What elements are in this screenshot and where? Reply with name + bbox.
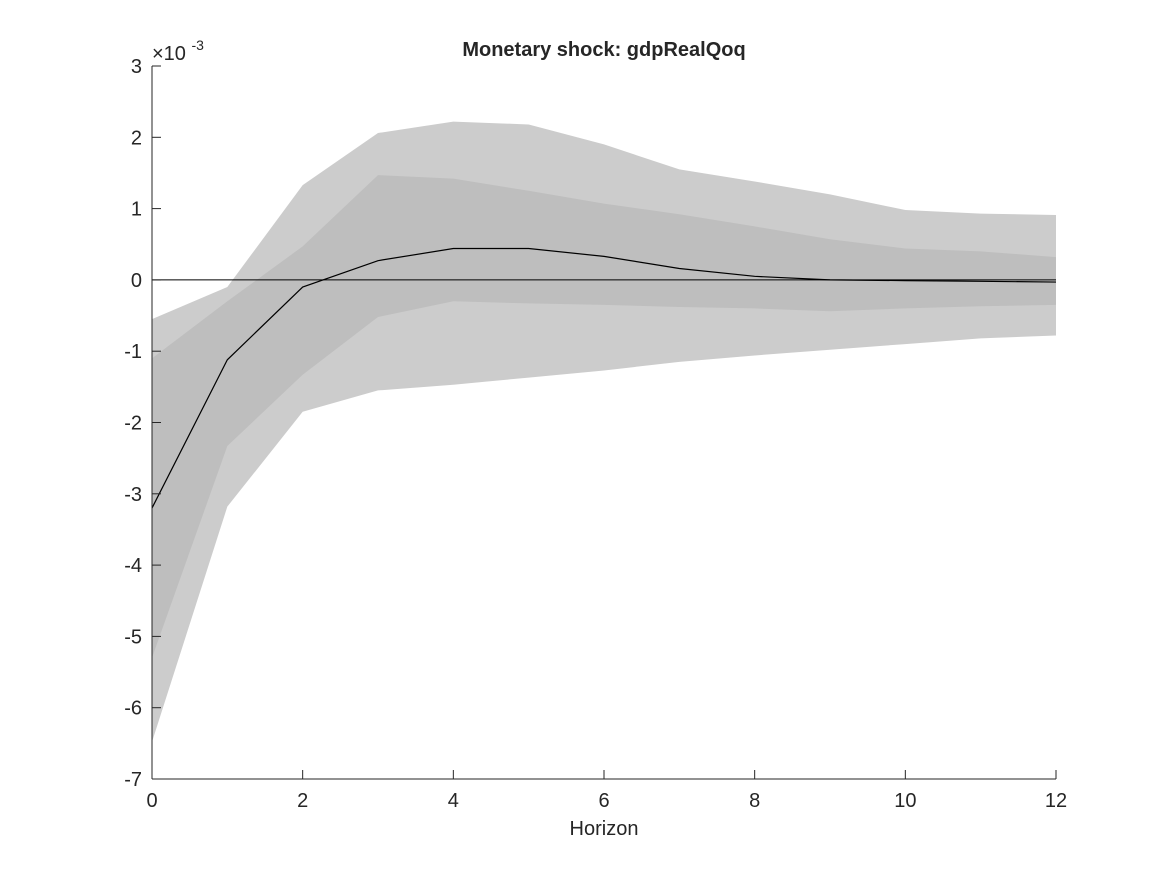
y-tick-label: -3 xyxy=(124,484,142,506)
inner-confidence-band xyxy=(152,175,1056,658)
y-tick-label: -5 xyxy=(124,626,142,648)
y-tick-label: -6 xyxy=(124,698,142,720)
chart-title: Monetary shock: gdpRealQoq xyxy=(462,39,745,61)
y-tick-label: -1 xyxy=(124,341,142,363)
y-tick-label: -7 xyxy=(124,769,142,791)
y-axis-exponent: ×10 -3 xyxy=(152,37,204,65)
x-tick-label: 2 xyxy=(297,790,308,812)
plot-area xyxy=(151,121,1057,742)
y-tick-label: 2 xyxy=(131,127,142,149)
x-tick-label: 6 xyxy=(598,790,609,812)
x-tick-label: 12 xyxy=(1045,790,1067,812)
x-tick-label: 10 xyxy=(894,790,916,812)
x-tick-label: 0 xyxy=(146,790,157,812)
y-axis-exponent-base: ×10 xyxy=(152,43,186,65)
y-axis-exponent-power: -3 xyxy=(192,37,205,53)
y-tick-label: -4 xyxy=(124,555,142,577)
y-tick-label: 1 xyxy=(131,199,142,221)
y-tick-label: -2 xyxy=(124,413,142,435)
y-tick-label: 3 xyxy=(131,56,142,78)
y-tick-label: 0 xyxy=(131,270,142,292)
x-tick-label: 4 xyxy=(448,790,459,812)
x-tick-label: 8 xyxy=(749,790,760,812)
median-response-line xyxy=(151,247,1057,509)
x-axis-label: Horizon xyxy=(570,818,639,840)
